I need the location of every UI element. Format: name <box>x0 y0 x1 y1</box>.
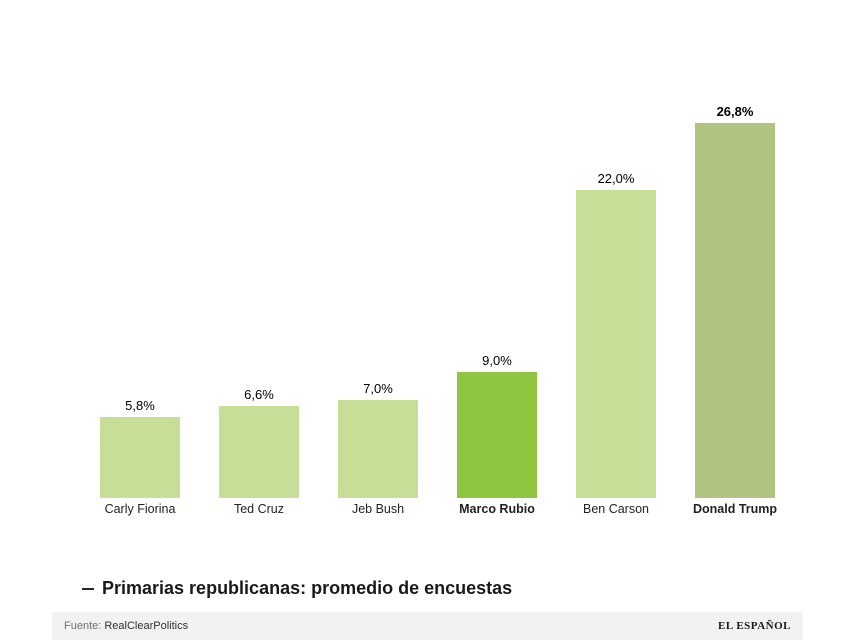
bar-rect <box>576 190 656 498</box>
chart-title-row: Primarias republicanas: promedio de encu… <box>82 578 512 599</box>
bar-value: 5,8% <box>125 398 155 413</box>
brand: EL ESPAÑOL <box>718 620 791 632</box>
bars-container: 5,8% 6,6% 7,0% 9,0% 22,0% 26,8% <box>92 78 783 498</box>
bar-rect <box>338 400 418 498</box>
source: Fuente: RealClearPolitics <box>64 620 188 632</box>
bar-col: 22,0% <box>568 171 664 498</box>
dash-icon <box>82 588 94 590</box>
bar-label: Carly Fiorina <box>92 502 188 524</box>
chart-card: 5,8% 6,6% 7,0% 9,0% 22,0% 26,8% Carly Fiorina… <box>52 18 803 640</box>
bar-value: 22,0% <box>598 171 635 186</box>
bar-label: Jeb Bush <box>330 502 426 524</box>
bar-label: Ted Cruz <box>211 502 307 524</box>
bar-rect <box>457 372 537 498</box>
bar-value: 26,8% <box>717 104 754 119</box>
bar-col: 9,0% <box>449 353 545 498</box>
bar-label: Donald Trump <box>687 502 783 524</box>
labels-row: Carly Fiorina Ted Cruz Jeb Bush Marco Rubio… <box>92 502 783 524</box>
bar-col: 5,8% <box>92 398 188 498</box>
bar-col: 7,0% <box>330 381 426 498</box>
bar-col: 6,6% <box>211 387 307 498</box>
chart-area: 5,8% 6,6% 7,0% 9,0% 22,0% 26,8% Carly Fiorina… <box>92 58 783 524</box>
bar-label: Ben Carson <box>568 502 664 524</box>
bar-col: 26,8% <box>687 104 783 498</box>
bar-value: 7,0% <box>363 381 393 396</box>
bar-rect <box>100 417 180 498</box>
bar-label: Marco Rubio <box>449 502 545 524</box>
bar-value: 6,6% <box>244 387 274 402</box>
chart-title: Primarias republicanas: promedio de encu… <box>102 578 512 599</box>
bar-rect <box>695 123 775 498</box>
footer: Fuente: RealClearPolitics EL ESPAÑOL <box>52 612 803 640</box>
bar-value: 9,0% <box>482 353 512 368</box>
bar-rect <box>219 406 299 498</box>
source-label: Fuente: <box>64 620 104 632</box>
source-name: RealClearPolitics <box>104 620 188 632</box>
